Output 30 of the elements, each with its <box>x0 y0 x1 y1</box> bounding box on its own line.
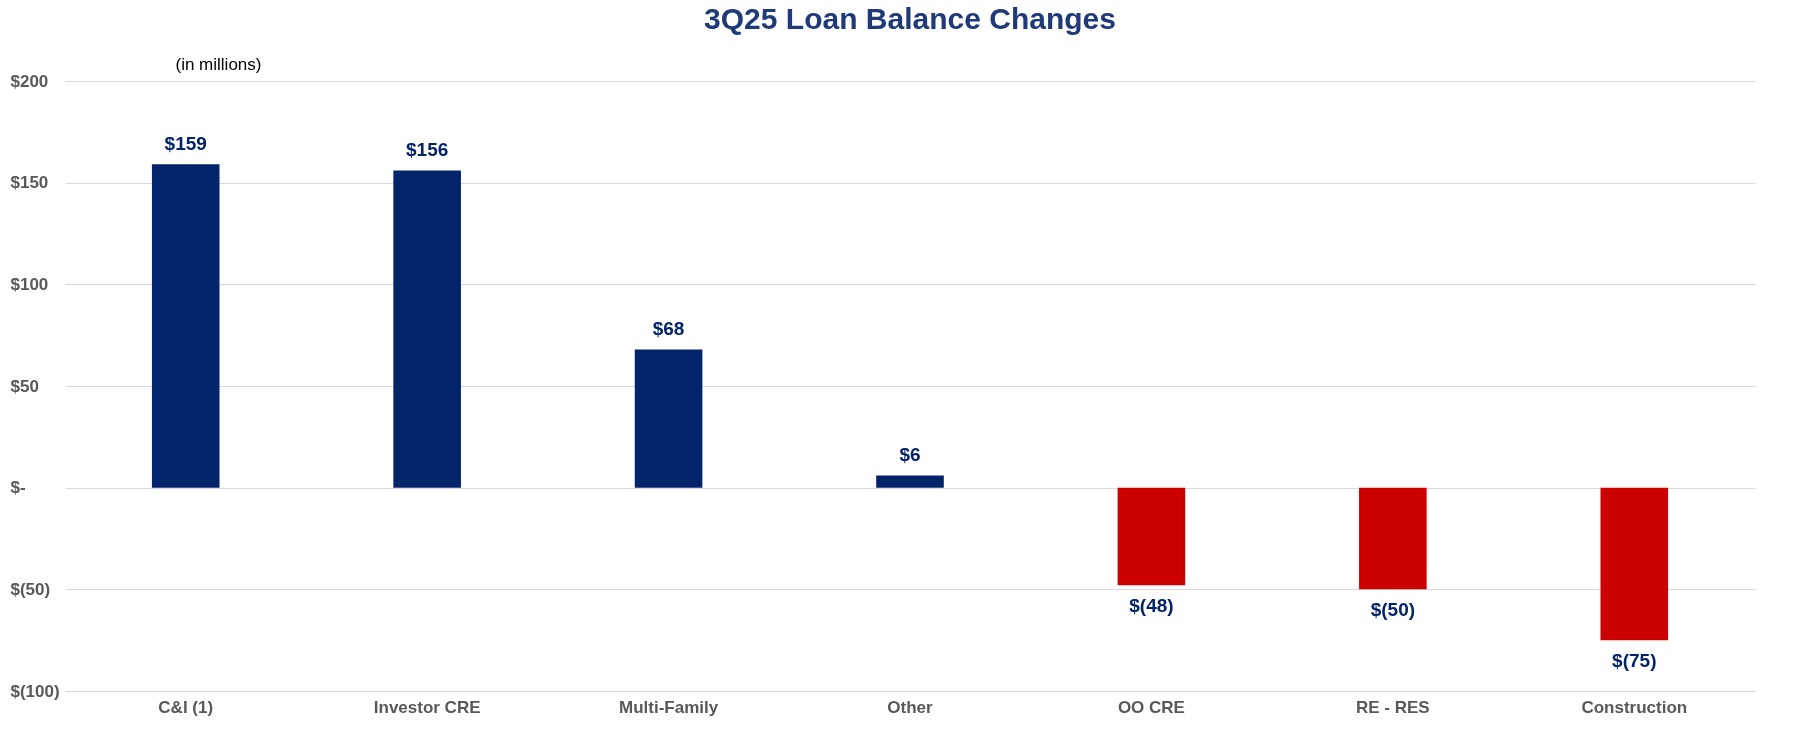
y-tick-label: $150 <box>10 173 49 193</box>
bar <box>393 170 461 488</box>
y-tick-label: $100 <box>10 274 49 294</box>
y-tick-label: $(50) <box>10 579 51 599</box>
y-tick-label: $- <box>10 478 26 498</box>
bar <box>1600 487 1669 641</box>
bar <box>1117 487 1186 586</box>
x-tick-label: Construction <box>1581 697 1688 717</box>
x-tick-label: Investor CRE <box>373 697 481 717</box>
y-tick-label: $(100) <box>10 681 60 701</box>
y-axis-title: (in millions) <box>175 54 262 74</box>
chart-title: 3Q25 Loan Balance Changes <box>704 2 1116 35</box>
y-tick-label: $200 <box>10 71 49 91</box>
bar <box>1359 487 1427 590</box>
x-tick-label: C&I (1) <box>158 697 214 717</box>
bar <box>151 164 220 488</box>
x-tick-label: OO CRE <box>1117 697 1185 717</box>
data-label: $68 <box>652 318 685 340</box>
y-tick-label: $50 <box>10 376 39 396</box>
data-label: $156 <box>406 139 449 161</box>
data-label: $159 <box>164 133 207 155</box>
data-label: $(75) <box>1612 650 1657 672</box>
x-tick-label: Other <box>887 697 934 717</box>
x-tick-label: Multi-Family <box>618 697 719 717</box>
data-label: $(48) <box>1129 595 1174 617</box>
bar <box>634 349 703 488</box>
data-label: $6 <box>899 444 921 466</box>
bar <box>876 475 944 488</box>
data-label: $(50) <box>1370 599 1416 621</box>
x-tick-label: RE - RES <box>1356 697 1430 717</box>
